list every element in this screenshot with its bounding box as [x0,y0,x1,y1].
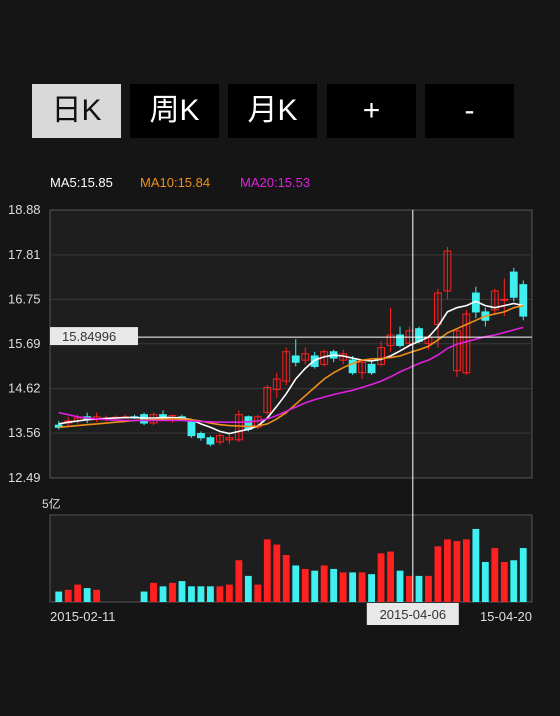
volume-bar [159,586,167,602]
price-tick-label: 16.75 [8,291,41,306]
candle-body [377,347,385,365]
candle-body [301,353,310,361]
crosshair-price-label: 15.84996 [62,329,116,344]
candle-body [187,420,196,437]
volume-bar [472,528,480,602]
candle-body [348,359,357,374]
candle-body [443,250,452,292]
candle-body [367,363,376,374]
ma20-label: MA20:15.53 [240,175,311,190]
volume-bar [188,586,195,602]
volume-bar [301,568,309,602]
volume-bar [406,575,413,602]
price-tick-label: 18.88 [8,202,41,217]
volume-bar [74,584,82,602]
volume-bar [197,586,205,602]
candle-body [386,334,395,346]
volume-bar [320,565,328,602]
price-tick-label: 14.62 [8,381,41,396]
ma10-label: MA10:15.84 [140,175,211,190]
volume-bar [434,546,442,602]
volume-bar [282,555,290,602]
volume-bar [273,544,281,602]
volume-bar [150,582,157,602]
volume-bar [292,565,300,602]
candle-body [234,414,243,441]
candle-body [263,386,272,414]
price-tick-label: 13.56 [8,425,41,440]
candle-body [197,433,205,439]
tab-weekly-k[interactable]: 周K [130,84,219,138]
ma-line-ma5 [58,300,524,435]
volume-bar [330,568,338,602]
candle-body [509,271,518,298]
x-label-start: 2015-02-11 [50,609,116,624]
zoom-in-button[interactable]: + [327,84,416,138]
volume-bar [462,539,470,602]
candle-body [358,361,367,374]
crosshair-price-box [50,327,138,346]
candle-body [519,284,528,317]
volume-bar [377,553,385,602]
candle-body [272,378,281,391]
candle-body [452,330,461,372]
volume-bar [387,551,394,602]
volume-bar [358,572,366,602]
candle-body [140,414,148,424]
candle-body [225,437,234,441]
volume-panel [49,514,533,603]
candle-body [310,355,319,367]
volume-bar [169,582,176,602]
volume-bar [55,591,63,602]
crosshair-date-box [366,603,459,625]
candle-body [244,416,253,430]
price-tick-label: 17.81 [8,247,41,262]
volume-bar [244,575,252,602]
ma-line-ma20 [58,326,524,424]
volume-bar [500,561,508,602]
zoom-out-button[interactable]: - [425,84,514,138]
crosshair-date-label: 2015-04-06 [380,607,447,622]
volume-bar [216,586,224,602]
volume-bar [311,570,319,602]
candle-body [500,298,509,301]
volume-bar [207,586,214,602]
volume-bar [225,584,233,602]
volume-bar [453,541,461,602]
volume-bar [140,591,148,602]
candle-body [396,334,404,346]
candle-body [282,351,291,382]
x-label-end: 15-04-20 [480,609,532,624]
volume-bar [415,575,423,602]
tab-monthly-k[interactable]: 月K [228,84,317,138]
volume-max-label: 5亿 [42,496,61,511]
volume-bar [235,560,243,602]
volume-bar [263,539,271,602]
tab-daily-k[interactable]: 日K [32,84,121,138]
ma5-label: MA5:15.85 [50,175,113,190]
candle-body [206,437,215,445]
volume-bar [178,581,186,602]
volume-bar [93,589,101,602]
price-tick-label: 12.49 [8,470,41,485]
volume-bar [444,539,451,602]
volume-bar [519,548,527,602]
candle-body [215,435,224,443]
volume-bar [254,584,262,602]
volume-bar [339,572,347,602]
volume-bar [64,589,72,602]
volume-bar [396,570,404,602]
volume-bar [425,575,432,602]
volume-bar [83,588,91,602]
candle-body [291,355,300,363]
candle-body [434,292,442,325]
candle-body [490,290,499,311]
volume-bar [510,560,518,602]
price-tick-label: 15.69 [8,336,41,351]
volume-bar [481,561,489,602]
volume-bar [491,548,499,602]
volume-bar [368,574,375,602]
volume-bar [349,572,357,602]
